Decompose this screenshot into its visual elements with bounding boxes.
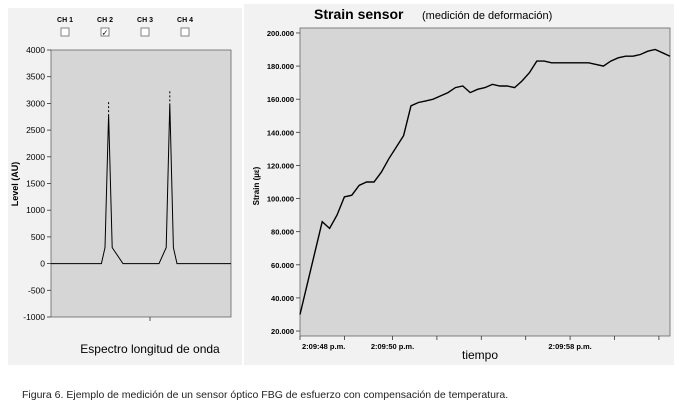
y-tick-label: 0: [40, 259, 45, 269]
channel-checkbox-2[interactable]: CH 2 ✓: [97, 17, 113, 38]
y-tick-label: 200.000: [267, 29, 294, 38]
checkbox-box[interactable]: [140, 27, 150, 37]
strain-chart-panel: Strain sensor (medición de deformación) …: [244, 4, 674, 365]
y-tick-label: 40.000: [271, 294, 294, 303]
spectrum-x-axis-label: Espectro longitud de onda: [80, 342, 220, 356]
y-tick-label: 140.000: [267, 128, 294, 137]
y-tick-label: 120.000: [267, 161, 294, 170]
strain-x-axis-label: tiempo: [462, 348, 498, 362]
checkbox-box[interactable]: [100, 27, 110, 37]
figure-caption: Figura 6. Ejemplo de medición de un sens…: [22, 389, 509, 401]
y-tick-label: 80.000: [271, 228, 294, 237]
channel-selector: CH 1 CH 2 ✓ CH 3 CH 4: [57, 17, 193, 38]
strain-chart-title: Strain sensor: [314, 6, 404, 22]
checkbox-box[interactable]: [180, 27, 190, 37]
strain-series-line: [299, 48, 671, 315]
channel-label: CH 4: [177, 17, 193, 24]
strain-y-axis-label: Strain (µε): [252, 166, 261, 205]
check-icon: ✓: [102, 29, 109, 38]
y-tick-label: 500: [31, 232, 45, 242]
y-tick-label: -500: [28, 285, 45, 295]
channel-checkbox-4[interactable]: CH 4: [177, 17, 193, 37]
strain-x-axis: 2:09:48 p.m. 2:09:50 p.m. 2:09:58 p.m.: [299, 336, 660, 351]
y-tick-label: 3500: [26, 72, 45, 82]
y-tick-label: 1500: [26, 179, 45, 189]
channel-label: CH 1: [57, 17, 73, 24]
y-tick-label: 4000: [26, 45, 45, 55]
y-tick-label: 3000: [26, 98, 45, 108]
spectrum-chart: CH 1 CH 2 ✓ CH 3 CH 4 4000 3500 3000 2500 2000 15…: [10, 17, 232, 356]
x-tick-label: 2:09:48 p.m.: [302, 342, 345, 351]
strain-y-axis: 200.000 180.000 160.000 140.000 120.000 100.0…: [267, 29, 300, 336]
channel-label: CH 3: [137, 17, 153, 24]
spectrum-y-axis-label: Level (AU): [10, 162, 20, 207]
y-tick-label: 2500: [26, 125, 45, 135]
checkbox-box[interactable]: [60, 27, 70, 37]
spectrum-series-line: [51, 103, 231, 265]
y-tick-label: 60.000: [271, 261, 294, 270]
strain-plot-area: [299, 27, 671, 337]
channel-checkbox-3[interactable]: CH 3: [137, 17, 153, 37]
channel-checkbox-1[interactable]: CH 1: [57, 17, 73, 37]
spectrum-y-axis: 4000 3500 3000 2500 2000 1500 1000 500 0 -500 -100…: [23, 45, 51, 322]
y-tick-label: 20.000: [271, 327, 294, 336]
y-tick-label: 160.000: [267, 95, 294, 104]
x-tick-label: 2:09:50 p.m.: [371, 342, 414, 351]
y-tick-label: 1000: [26, 205, 45, 215]
strain-chart-subtitle: (medición de deformación): [422, 10, 552, 22]
y-tick-label: -1000: [23, 312, 45, 322]
x-tick-label: 2:09:58 p.m.: [548, 342, 591, 351]
spectrum-peak-marks: [108, 89, 171, 113]
spectrum-plot-area: [50, 49, 232, 318]
spectrum-chart-panel: CH 1 CH 2 ✓ CH 3 CH 4 4000 3500 3000 2500 2000 15…: [8, 8, 242, 365]
y-tick-label: 2000: [26, 152, 45, 162]
y-tick-label: 100.000: [267, 195, 294, 204]
y-tick-label: 180.000: [267, 62, 294, 71]
strain-chart: Strain sensor (medición de deformación) …: [252, 6, 671, 362]
channel-label: CH 2: [97, 17, 113, 24]
